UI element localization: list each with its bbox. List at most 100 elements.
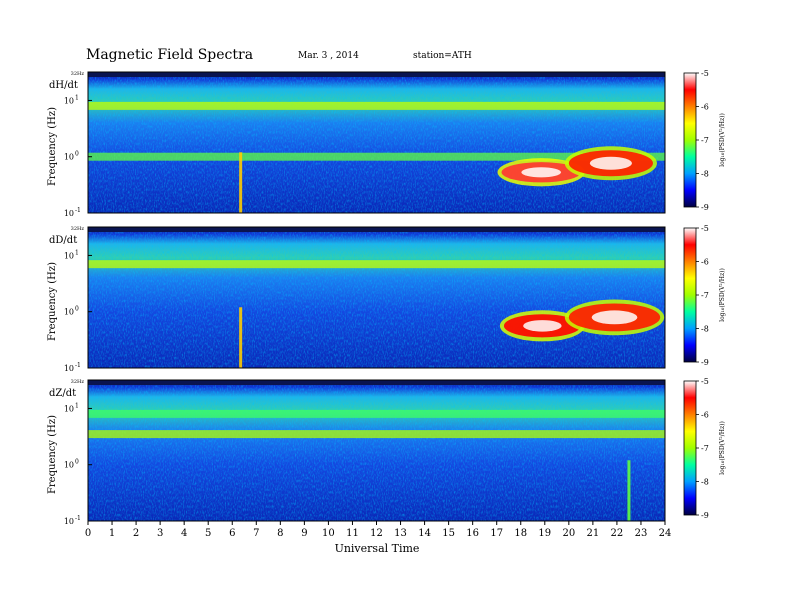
panel-name: dH/dt xyxy=(49,80,78,91)
y-tick-exponent: 1 xyxy=(75,249,79,256)
y-tick-exponent: 0 xyxy=(75,459,79,466)
freq-band-1 xyxy=(88,430,665,439)
y-tick-exponent: 0 xyxy=(75,306,79,313)
y-top-label: 32Hz xyxy=(71,71,85,77)
colorbar: -5 -6 -7 -8 -9 log₁₀(PSD(V²/Hz)) xyxy=(683,69,726,212)
y-axis-label: Frequency (Hz) xyxy=(47,262,58,341)
colorbar-tick-label: -6 xyxy=(701,258,709,267)
time-spike-2 xyxy=(239,307,243,368)
colorbar-tick-label: -8 xyxy=(701,170,709,179)
burst-peak-3 xyxy=(523,320,562,332)
panel-name: dZ/dt xyxy=(49,388,76,399)
y-tick-exponent: -1 xyxy=(75,515,81,522)
panel-frame xyxy=(87,71,666,214)
freq-band-1 xyxy=(88,260,665,269)
colorbar-tick-label: -7 xyxy=(701,136,709,145)
colorbar-tick-label: -5 xyxy=(701,224,709,233)
colorbar: -5 -6 -7 -8 -9 log₁₀(PSD(V²/Hz)) xyxy=(683,377,726,520)
spectrogram-noise xyxy=(88,72,665,213)
x-tick-label: 14 xyxy=(418,528,431,539)
colorbar-tick-label: -5 xyxy=(701,69,709,78)
y-tick-exponent: -1 xyxy=(75,207,81,214)
colorbar-tick-label: -7 xyxy=(701,291,709,300)
y-tick-exponent: -1 xyxy=(75,362,81,369)
y-top-label: 32Hz xyxy=(71,379,85,385)
station-label: station=ATH xyxy=(413,51,472,61)
y-top-label: 32Hz xyxy=(71,226,85,232)
y-axis-label: Frequency (Hz) xyxy=(47,107,58,186)
x-tick-label: 10 xyxy=(322,528,335,539)
x-tick-label: 8 xyxy=(277,528,283,539)
colorbar-tick-label: -9 xyxy=(701,203,709,212)
x-tick-label: 21 xyxy=(587,528,600,539)
x-tick-label: 9 xyxy=(301,528,307,539)
figure-title: Magnetic Field Spectra xyxy=(86,47,253,63)
colorbar-tick-label: -6 xyxy=(701,411,709,420)
x-tick-label: 5 xyxy=(205,528,211,539)
x-tick-label: 11 xyxy=(346,528,359,539)
time-spike-3 xyxy=(627,460,631,521)
x-tick-label: 13 xyxy=(394,528,407,539)
x-tick-label: 7 xyxy=(253,528,259,539)
x-tick-label: 0 xyxy=(85,528,91,539)
panel-name: dD/dt xyxy=(49,235,77,246)
y-tick-label: 10 xyxy=(64,209,74,218)
burst-peak-4 xyxy=(521,167,562,178)
x-tick-label: 17 xyxy=(490,528,503,539)
top-strip xyxy=(88,380,665,385)
burst-peak-5 xyxy=(589,156,632,170)
x-tick-label: 6 xyxy=(229,528,235,539)
x-axis-label: Universal Time xyxy=(335,542,420,555)
colorbar-label: log₁₀(PSD(V²/Hz)) xyxy=(719,268,726,322)
y-tick-exponent: 1 xyxy=(75,94,79,101)
burst-peak-4 xyxy=(591,310,638,325)
y-tick-label: 10 xyxy=(64,153,74,162)
y-tick-label: 10 xyxy=(64,461,74,470)
y-tick-label: 10 xyxy=(64,364,74,373)
colorbar-tick-label: -6 xyxy=(701,103,709,112)
y-tick-label: 10 xyxy=(64,308,74,317)
freq-band-1 xyxy=(88,101,665,110)
x-tick-label: 22 xyxy=(611,528,624,539)
y-tick-label: 10 xyxy=(64,251,74,260)
colorbar-label: log₁₀(PSD(V²/Hz)) xyxy=(719,421,726,475)
colorbar-tick-label: -8 xyxy=(701,478,709,487)
panel-frame xyxy=(87,226,666,369)
x-tick-label: 23 xyxy=(635,528,648,539)
x-tick-label: 3 xyxy=(157,528,163,539)
colorbar-scale xyxy=(683,380,697,516)
x-tick-label: 4 xyxy=(181,528,187,539)
x-tick-label: 2 xyxy=(133,528,139,539)
x-tick-label: 18 xyxy=(514,528,527,539)
x-tick-label: 16 xyxy=(466,528,479,539)
colorbar-tick-label: -7 xyxy=(701,444,709,453)
spectrogram-noise xyxy=(88,380,665,521)
time-spike-3 xyxy=(239,152,243,213)
colorbar-scale xyxy=(683,227,697,363)
colorbar-tick-label: -5 xyxy=(701,377,709,386)
freq-band-2 xyxy=(88,152,665,161)
y-tick-exponent: 1 xyxy=(75,402,79,409)
colorbar-tick-label: -9 xyxy=(701,511,709,520)
y-tick-label: 10 xyxy=(64,517,74,526)
top-strip xyxy=(88,227,665,232)
colorbar: -5 -6 -7 -8 -9 log₁₀(PSD(V²/Hz)) xyxy=(683,224,726,367)
y-tick-label: 10 xyxy=(64,404,74,413)
x-tick-label: 12 xyxy=(370,528,383,539)
y-axis-label: Frequency (Hz) xyxy=(47,415,58,494)
colorbar-label: log₁₀(PSD(V²/Hz)) xyxy=(719,113,726,167)
top-strip xyxy=(88,72,665,77)
x-tick-label: 24 xyxy=(659,528,672,539)
colorbar-tick-label: -9 xyxy=(701,358,709,367)
x-tick-label: 19 xyxy=(538,528,551,539)
colorbar-scale xyxy=(683,72,697,208)
x-tick-label: 1 xyxy=(109,528,115,539)
x-tick-label: 15 xyxy=(442,528,455,539)
figure-date: Mar. 3 , 2014 xyxy=(298,51,359,61)
spectrogram-noise xyxy=(88,227,665,368)
x-tick-label: 20 xyxy=(562,528,575,539)
